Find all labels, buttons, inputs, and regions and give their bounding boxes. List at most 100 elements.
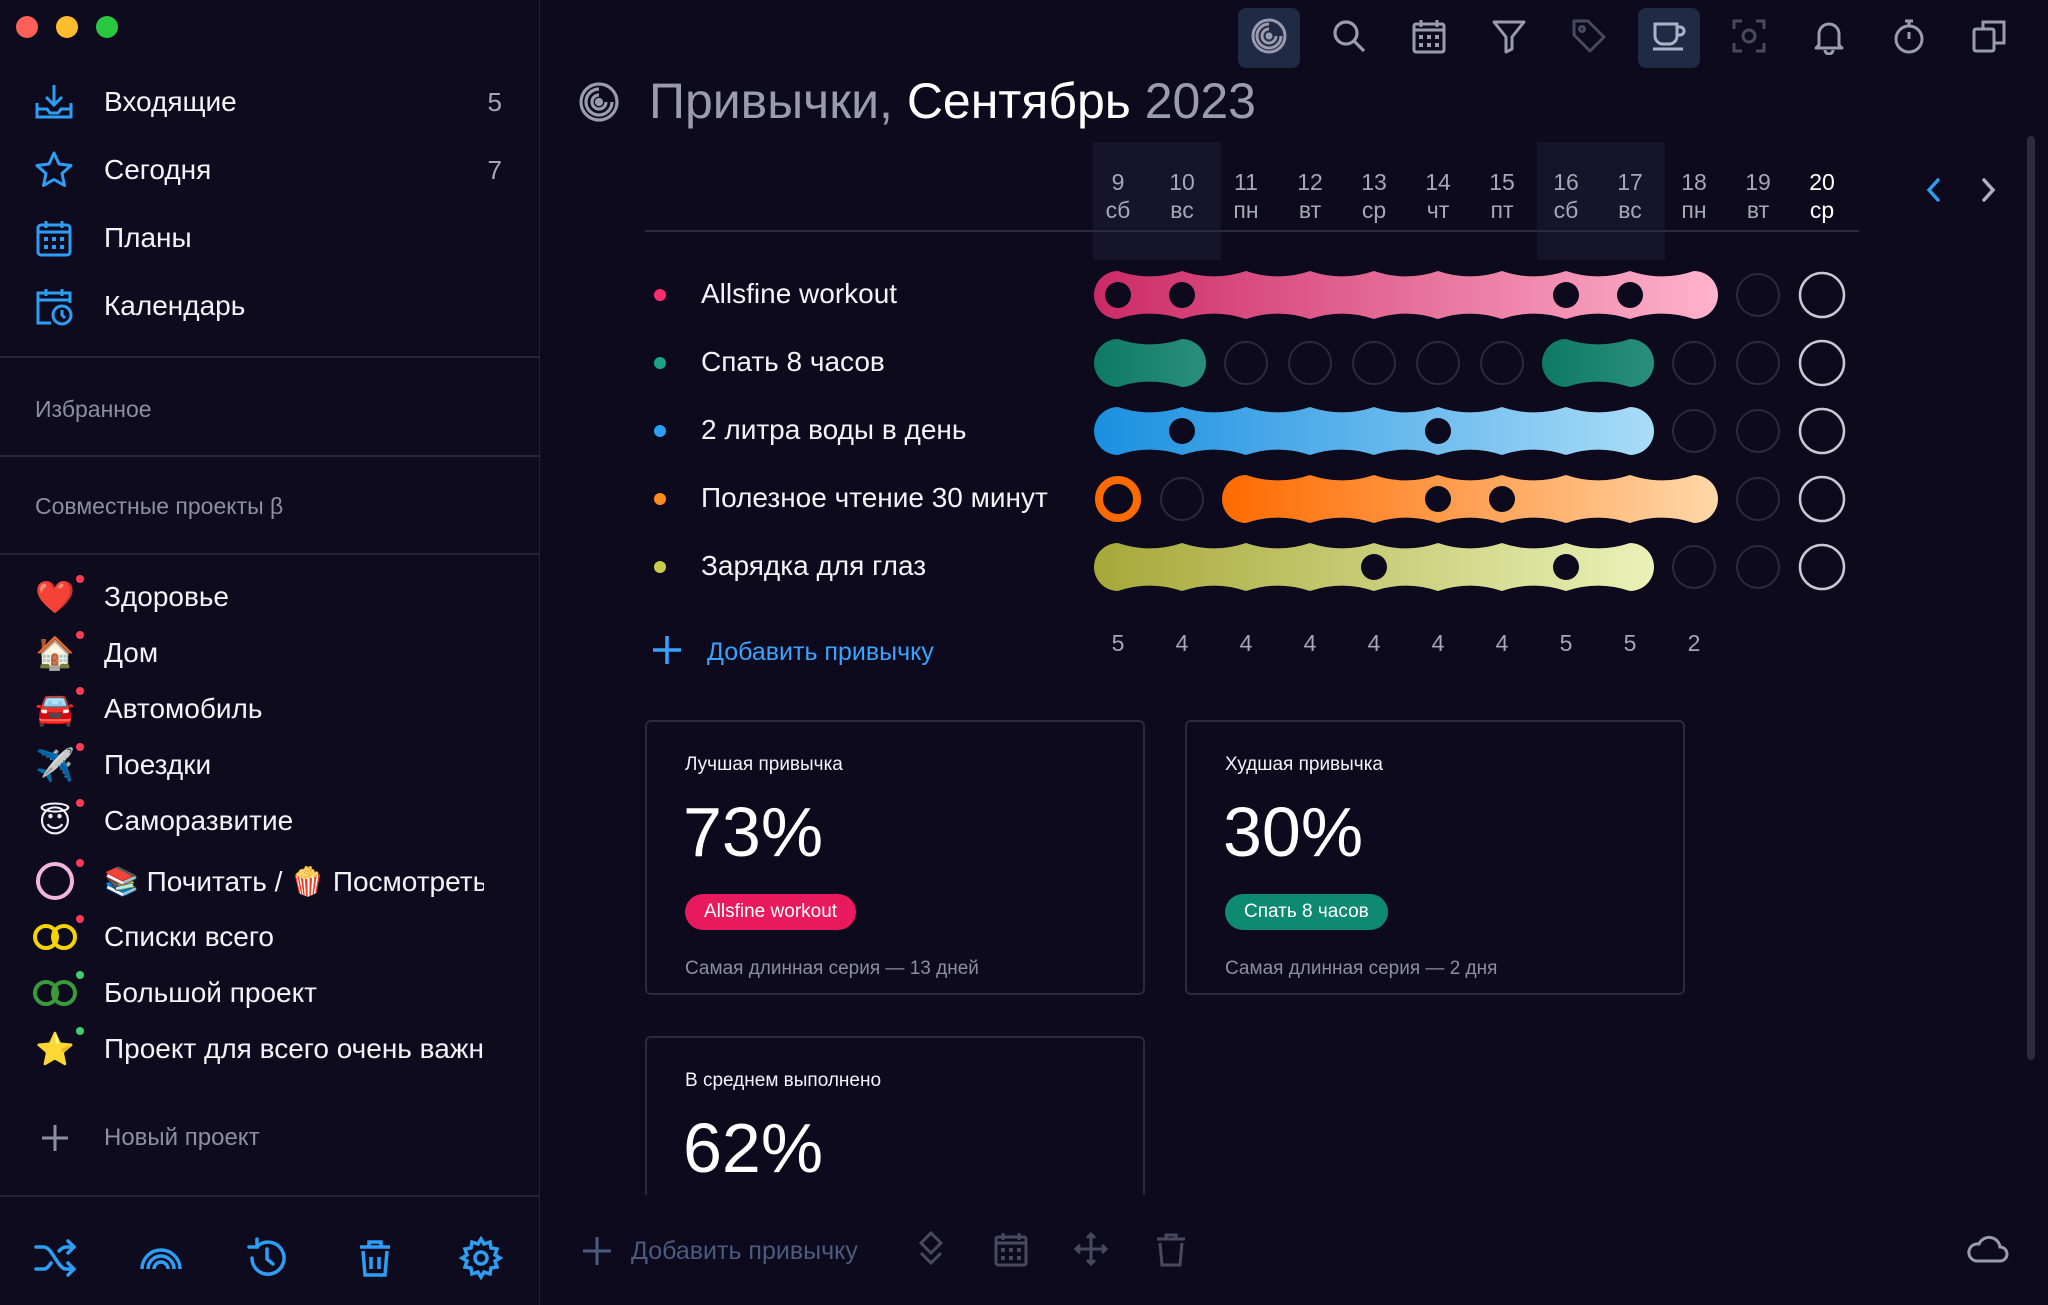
habit-name[interactable]: Спать 8 часов bbox=[701, 346, 885, 377]
habit-streak[interactable] bbox=[1094, 407, 1654, 455]
focus-mode-button[interactable] bbox=[1638, 8, 1700, 68]
habit-day-cell[interactable] bbox=[1672, 545, 1716, 589]
habit-name[interactable]: Allsfine workout bbox=[701, 278, 898, 309]
habit-name[interactable]: 2 литра воды в день bbox=[701, 414, 967, 445]
tags-button[interactable] bbox=[1558, 8, 1620, 68]
habit-day-cell[interactable] bbox=[1736, 273, 1780, 317]
day-header[interactable]: 15 пт bbox=[1472, 168, 1532, 224]
day-header[interactable]: 11 пн bbox=[1216, 168, 1276, 224]
habit-day-cell[interactable] bbox=[1736, 545, 1780, 589]
habit-day-cell[interactable] bbox=[1798, 407, 1846, 455]
habit-name[interactable]: Зарядка для глаз bbox=[701, 550, 927, 581]
history-icon[interactable] bbox=[244, 1235, 290, 1281]
habit-day-partial[interactable] bbox=[1095, 476, 1141, 522]
trash-icon[interactable] bbox=[1151, 1229, 1191, 1274]
habit-day-marker[interactable] bbox=[1425, 418, 1451, 444]
title-month[interactable]: Сентябрь bbox=[906, 73, 1131, 129]
new-project-button[interactable]: Новый проект bbox=[0, 1110, 539, 1166]
next-week-button[interactable] bbox=[1975, 176, 2001, 209]
habit-day-cell[interactable] bbox=[1798, 475, 1846, 523]
habit-day-cell[interactable] bbox=[1672, 341, 1716, 385]
habit-day-cell[interactable] bbox=[1798, 271, 1846, 319]
bottom-add-habit[interactable]: Добавить привычку bbox=[631, 1237, 858, 1265]
habit-day-marker[interactable] bbox=[1105, 282, 1131, 308]
day-header[interactable]: 19 вт bbox=[1728, 168, 1788, 224]
prev-week-button[interactable] bbox=[1921, 176, 1947, 209]
project-item-health[interactable]: ❤️ Здоровье bbox=[0, 569, 539, 625]
day-header[interactable]: 12 вт bbox=[1280, 168, 1340, 224]
rainbow-icon[interactable] bbox=[138, 1235, 184, 1281]
habit-badge[interactable]: Спать 8 часов bbox=[1225, 894, 1388, 930]
close-window-button[interactable] bbox=[16, 16, 38, 38]
habit-day-cell[interactable] bbox=[1672, 409, 1716, 453]
habit-day-cell[interactable] bbox=[1736, 341, 1780, 385]
gear-icon[interactable] bbox=[458, 1235, 504, 1281]
project-item-important[interactable]: ⭐ Проект для всего очень важного bbox=[0, 1021, 539, 1077]
sidebar-item-today[interactable]: Сегодня 7 bbox=[0, 140, 539, 200]
sidebar-item-label: Входящие bbox=[104, 86, 237, 117]
habit-day-cell[interactable] bbox=[1480, 341, 1524, 385]
habit-day-cell[interactable] bbox=[1352, 341, 1396, 385]
project-item-car[interactable]: 🚘 Автомобиль bbox=[0, 681, 539, 737]
project-item-lists[interactable]: Списки всего bbox=[0, 909, 539, 965]
habit-streak[interactable] bbox=[1542, 339, 1654, 387]
habit-day-marker[interactable] bbox=[1489, 486, 1515, 512]
shuffle-icon[interactable] bbox=[32, 1235, 78, 1281]
habit-day-marker[interactable] bbox=[1617, 282, 1643, 308]
habit-day-cell[interactable] bbox=[1160, 477, 1204, 521]
habit-day-marker[interactable] bbox=[1169, 282, 1195, 308]
day-header[interactable]: 18 пн bbox=[1664, 168, 1724, 224]
notifications-button[interactable] bbox=[1798, 8, 1860, 68]
day-header[interactable]: 14 чт bbox=[1408, 168, 1468, 224]
trash-icon[interactable] bbox=[352, 1235, 398, 1281]
zoom-window-button[interactable] bbox=[96, 16, 118, 38]
project-item-home[interactable]: 🏠 Дом bbox=[0, 625, 539, 681]
habit-day-marker[interactable] bbox=[1361, 554, 1387, 580]
minimize-window-button[interactable] bbox=[56, 16, 78, 38]
habit-day-cell[interactable] bbox=[1798, 339, 1846, 387]
habit-day-marker[interactable] bbox=[1169, 418, 1195, 444]
habit-name[interactable]: Полезное чтение 30 минут bbox=[701, 482, 1048, 513]
arrows-move-icon[interactable] bbox=[1071, 1229, 1111, 1274]
habit-badge[interactable]: Allsfine workout bbox=[685, 894, 857, 930]
project-item-self-development[interactable]: 😇 Саморазвитие bbox=[0, 793, 539, 849]
calendar-button[interactable] bbox=[1398, 8, 1460, 68]
timer-button[interactable] bbox=[1878, 8, 1940, 68]
filter-button[interactable] bbox=[1478, 8, 1540, 68]
habit-day-marker[interactable] bbox=[1553, 554, 1579, 580]
add-habit-button[interactable]: Добавить привычку bbox=[651, 628, 934, 676]
scrollbar[interactable] bbox=[2027, 136, 2035, 1060]
search-button[interactable] bbox=[1318, 8, 1380, 68]
habit-day-marker[interactable] bbox=[1425, 486, 1451, 512]
day-header[interactable]: 17 вс bbox=[1600, 168, 1660, 224]
favorites-section-title[interactable]: Избранное bbox=[35, 396, 152, 422]
habit-day-marker[interactable] bbox=[1553, 282, 1579, 308]
day-header[interactable]: 13 ср bbox=[1344, 168, 1404, 224]
habit-streak[interactable] bbox=[1094, 339, 1206, 387]
shared-projects-title[interactable]: Совместные проекты β bbox=[35, 493, 284, 519]
habit-day-cell[interactable] bbox=[1736, 409, 1780, 453]
cloud-sync-icon[interactable] bbox=[1965, 1233, 2009, 1272]
habit-day-cell[interactable] bbox=[1416, 341, 1460, 385]
habit-day-cell[interactable] bbox=[1224, 341, 1268, 385]
new-window-button[interactable] bbox=[1958, 8, 2020, 68]
project-item-read-watch[interactable]: 📚 Почитать / 🍿 Посмотреть bbox=[0, 853, 539, 909]
habit-day-cell[interactable] bbox=[1288, 341, 1332, 385]
day-header[interactable]: 9 сб bbox=[1088, 168, 1148, 224]
day-header[interactable]: 16 сб bbox=[1536, 168, 1596, 224]
screenshot-button[interactable] bbox=[1718, 8, 1780, 68]
project-item-trips[interactable]: ✈️ Поездки bbox=[0, 737, 539, 793]
sidebar-item-inbox[interactable]: Входящие 5 bbox=[0, 72, 539, 132]
habit-day-cell[interactable] bbox=[1798, 543, 1846, 591]
habit-day-cell[interactable] bbox=[1736, 477, 1780, 521]
calendar-icon[interactable] bbox=[991, 1229, 1031, 1274]
habit-streak[interactable] bbox=[1222, 475, 1718, 523]
sidebar-item-calendar[interactable]: Календарь bbox=[0, 276, 539, 336]
day-header[interactable]: 10 вс bbox=[1152, 168, 1212, 224]
move-icon[interactable] bbox=[911, 1229, 951, 1274]
day-header[interactable]: 20 ср bbox=[1792, 168, 1852, 224]
sidebar-item-plans[interactable]: Планы bbox=[0, 208, 539, 268]
project-item-big-project[interactable]: Большой проект bbox=[0, 965, 539, 1021]
habits-toolbar-button[interactable] bbox=[1238, 8, 1300, 68]
plus-icon[interactable] bbox=[581, 1235, 613, 1272]
